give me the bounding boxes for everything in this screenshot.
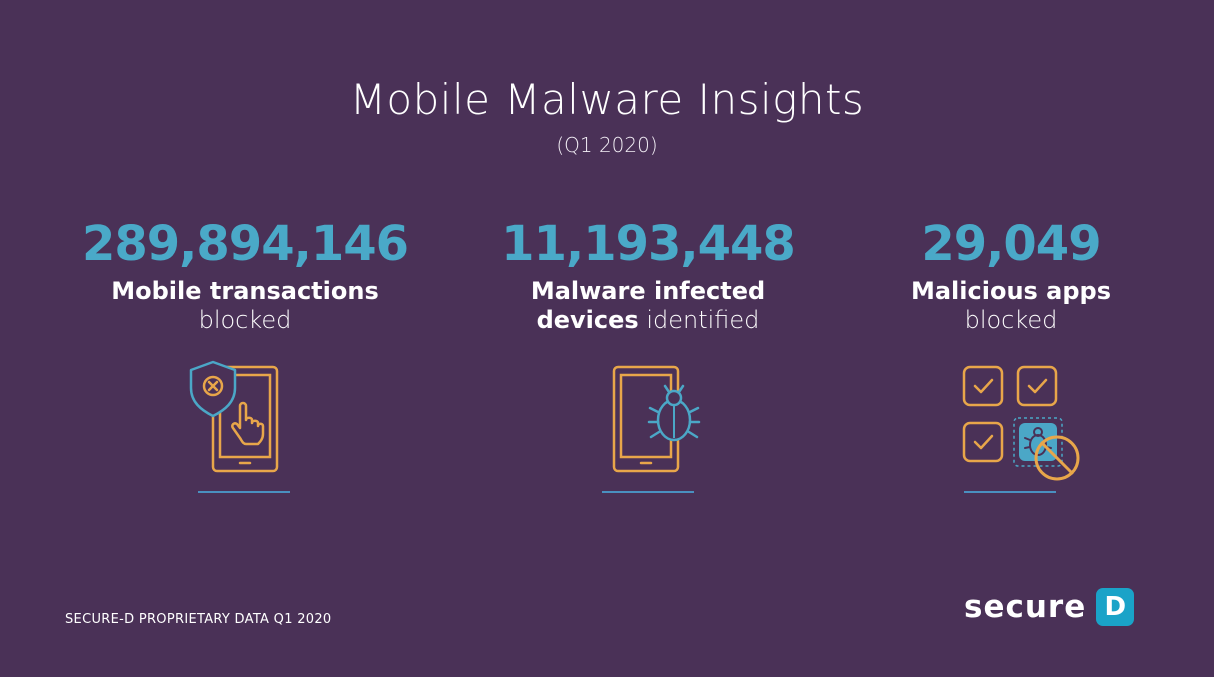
page-title: Mobile Malware Insights xyxy=(349,75,865,124)
stat-malicious-apps: 29,049 Malicious apps blocked xyxy=(821,214,1201,335)
logo-badge: D xyxy=(1096,588,1135,626)
stat-label-line-2: devices identified xyxy=(458,306,838,335)
page-subtitle: (Q1 2020) xyxy=(556,133,658,157)
stat-label-bold: Malware infected xyxy=(530,277,766,305)
stat-label-bold: Malicious apps xyxy=(910,277,1112,305)
stat-label: Malicious apps blocked xyxy=(821,277,1201,335)
stat-label: Malware infected devices identified xyxy=(458,277,838,335)
stat-infected-devices: 11,193,448 Malware infected devices iden… xyxy=(458,214,838,335)
stat-label-light: blocked xyxy=(964,306,1058,334)
divider-line xyxy=(964,491,1056,493)
stat-transactions-blocked: 289,894,146 Mobile transactions blocked xyxy=(55,214,435,335)
apps-bug-blocked-icon xyxy=(958,360,1088,488)
stat-label-light: identified xyxy=(646,306,760,334)
stat-label-bold: Mobile transactions xyxy=(111,277,379,305)
footer-source-note: SECURE-D PROPRIETARY DATA Q1 2020 xyxy=(65,612,332,627)
stat-label-bold-2: devices xyxy=(536,306,639,334)
stat-value: 29,049 xyxy=(921,216,1101,272)
tablet-bug-icon xyxy=(606,360,706,480)
divider-line xyxy=(198,491,290,493)
divider-line xyxy=(602,491,694,493)
header: Mobile Malware Insights (Q1 2020) xyxy=(0,74,1214,158)
shield-tablet-hand-icon xyxy=(188,360,288,480)
stat-label-light: blocked xyxy=(198,306,292,334)
secure-d-logo: secure D xyxy=(964,586,1140,628)
stat-label: Mobile transactions blocked xyxy=(55,277,435,335)
logo-wordmark: secure xyxy=(964,588,1087,625)
stat-value: 11,193,448 xyxy=(501,216,796,272)
stat-value: 289,894,146 xyxy=(81,216,409,272)
